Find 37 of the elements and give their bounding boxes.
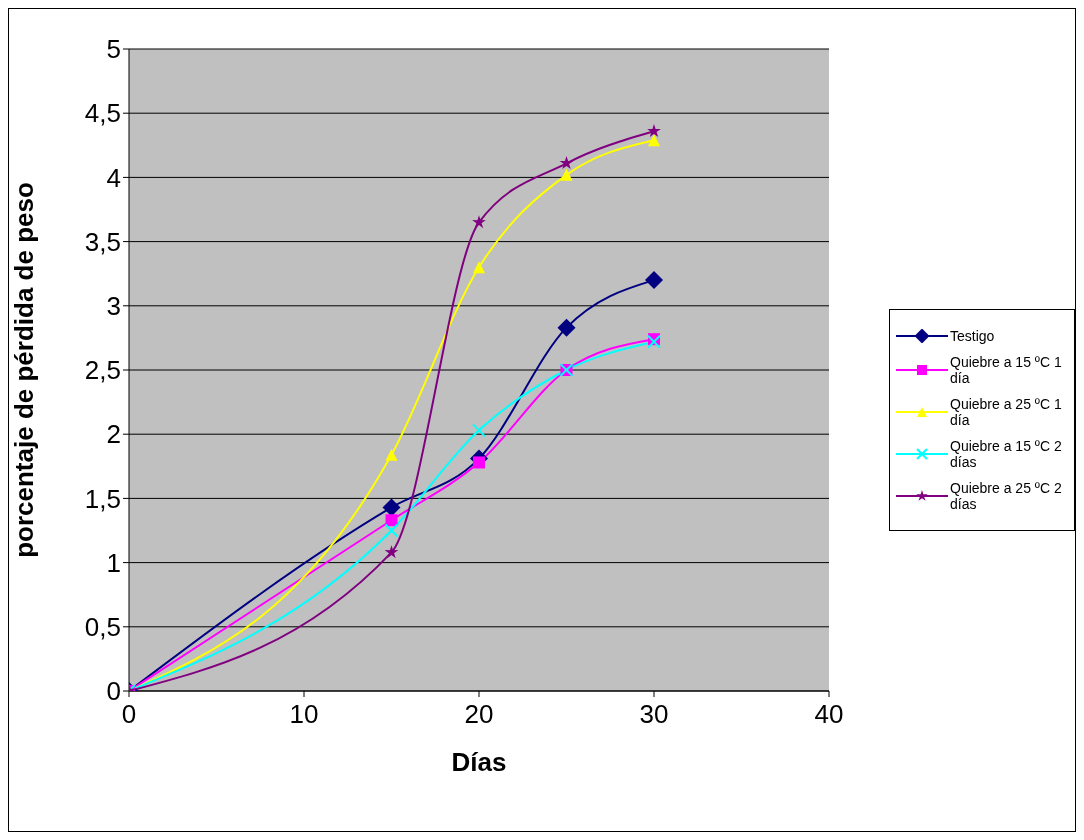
y-tick-label: 2,5 (84, 355, 121, 386)
point (648, 134, 660, 147)
point (472, 215, 486, 229)
y-tick-label: 5 (106, 34, 121, 65)
x-axis-title: Días (451, 747, 507, 777)
x-tick-label: 40 (814, 699, 844, 730)
point (560, 168, 573, 181)
y-tick-label: 1 (106, 547, 121, 578)
legend-label: Quiebre a 15 ºC 1 día (950, 354, 1063, 386)
x-tick-label: 20 (464, 699, 494, 730)
legend-label: Quiebre a 25 ºC 1 día (950, 396, 1063, 428)
point (647, 123, 661, 137)
point (559, 156, 574, 170)
y-tick-label: 2 (106, 419, 121, 450)
point (382, 498, 401, 517)
point (472, 423, 486, 438)
point (645, 271, 663, 290)
point (384, 523, 399, 538)
point (473, 261, 485, 274)
y-tick-label: 3,5 (84, 226, 121, 257)
x-tick-label: 30 (639, 699, 669, 730)
y-tick-label: 0,5 (84, 612, 121, 643)
y-tick-label: 4 (106, 162, 121, 193)
y-tick-label: 0 (106, 676, 121, 707)
y-axis-title: porcentaje de pérdida de peso (9, 182, 40, 558)
legend-label: Quiebre a 25 ºC 2 días (950, 480, 1063, 512)
legend-label: Testigo (950, 328, 995, 344)
point (473, 456, 485, 469)
y-tick-label: 4,5 (84, 98, 121, 129)
point (557, 318, 576, 337)
x-tick-label: 10 (289, 699, 319, 730)
point (385, 514, 398, 527)
point (385, 448, 398, 461)
legend-label: Quiebre a 15 ºC 2 días (950, 438, 1063, 470)
y-tick-label: 1,5 (84, 483, 121, 514)
point (384, 545, 399, 559)
y-tick-label: 3 (106, 291, 121, 322)
